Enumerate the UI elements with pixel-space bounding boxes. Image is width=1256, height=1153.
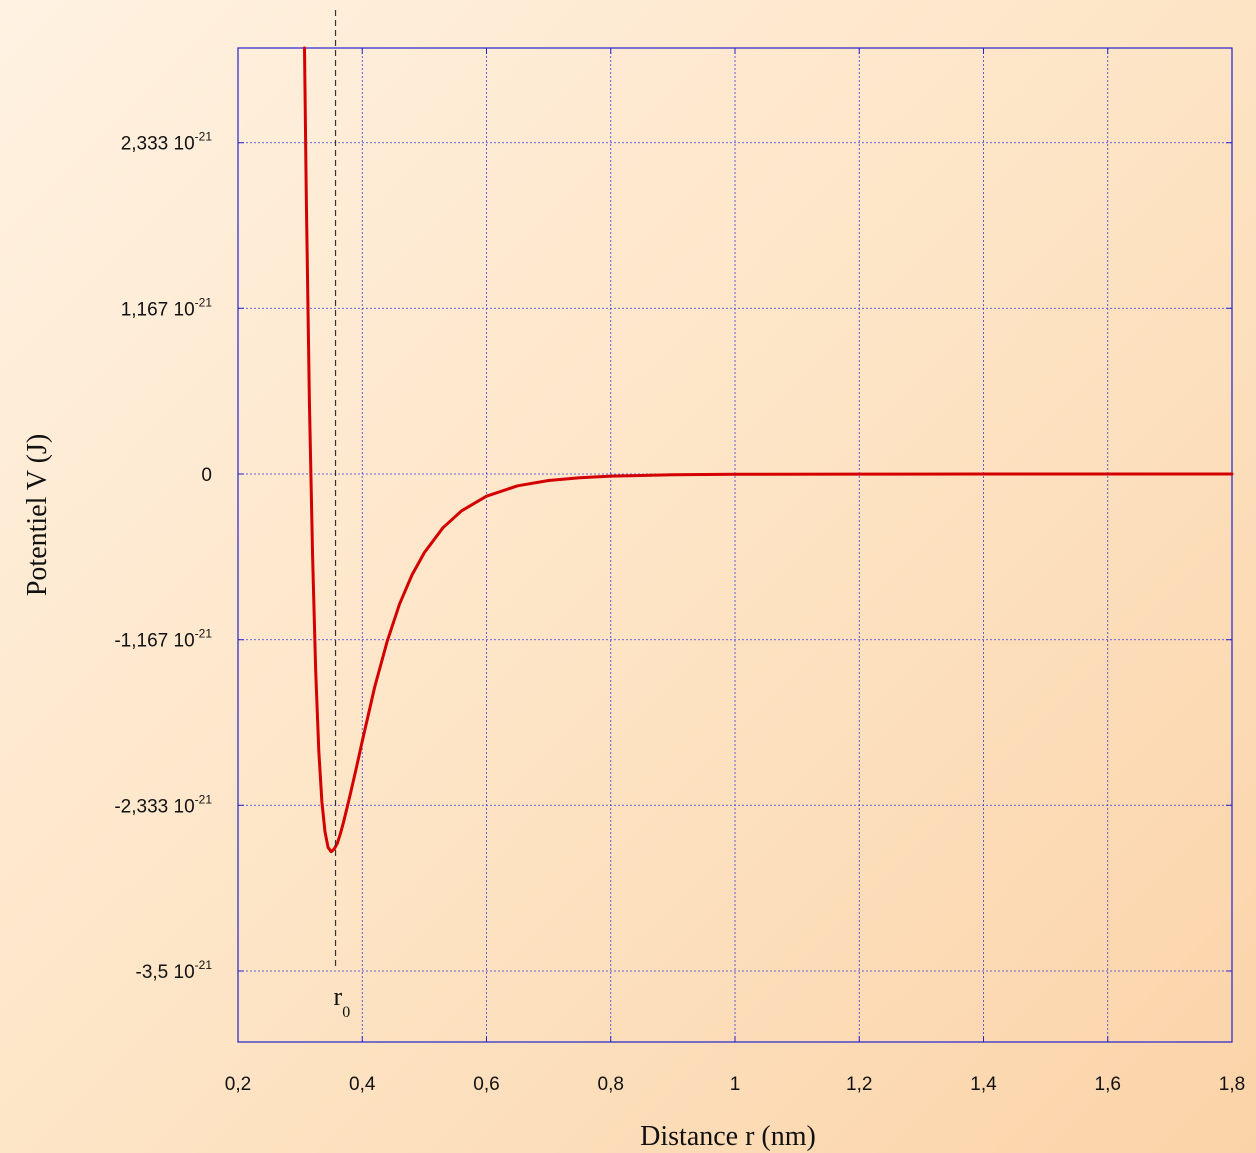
series-group <box>303 46 1234 854</box>
y-axis-title: Potentiel V (J) <box>22 434 53 596</box>
r0-label: r0 <box>334 982 351 1021</box>
y-tick-label-4: -2,333 10-21 <box>114 792 212 817</box>
x-tick-label-3: 0,8 <box>598 1074 624 1095</box>
y-tick-label-1: 1,167 10-21 <box>121 295 213 320</box>
y-tick-label-5: -3,5 10-21 <box>136 958 213 983</box>
x-axis-title: Distance r (nm) <box>640 1121 816 1152</box>
x-tick-label-5: 1,2 <box>846 1074 872 1095</box>
y-tick-label-3: -1,167 10-21 <box>114 627 212 652</box>
x-tick-label-2: 0,6 <box>473 1074 499 1095</box>
annotations: r0 <box>334 10 351 1021</box>
x-tick-label-0: 0,2 <box>225 1074 251 1095</box>
x-tick-label-7: 1,6 <box>1095 1074 1121 1095</box>
x-axis-ticks: 0,2 0,4 0,6 0,8 1 1,2 1,4 1,6 1,8 <box>225 48 1245 1095</box>
grid-lines <box>237 48 1233 1042</box>
y-tick-label-0: 2,333 10-21 <box>121 130 213 155</box>
x-tick-label-6: 1,4 <box>970 1074 997 1095</box>
x-tick-label-8: 1,8 <box>1219 1074 1245 1095</box>
x-tick-label-1: 0,4 <box>349 1074 376 1095</box>
series-line-0 <box>303 46 1234 854</box>
x-tick-label-4: 1 <box>730 1074 741 1095</box>
y-tick-label-2: 0 <box>201 465 212 486</box>
y-axis-ticks: 2,333 10-21 1,167 10-21 0 -1,167 10-21 -2,33… <box>114 130 1232 983</box>
